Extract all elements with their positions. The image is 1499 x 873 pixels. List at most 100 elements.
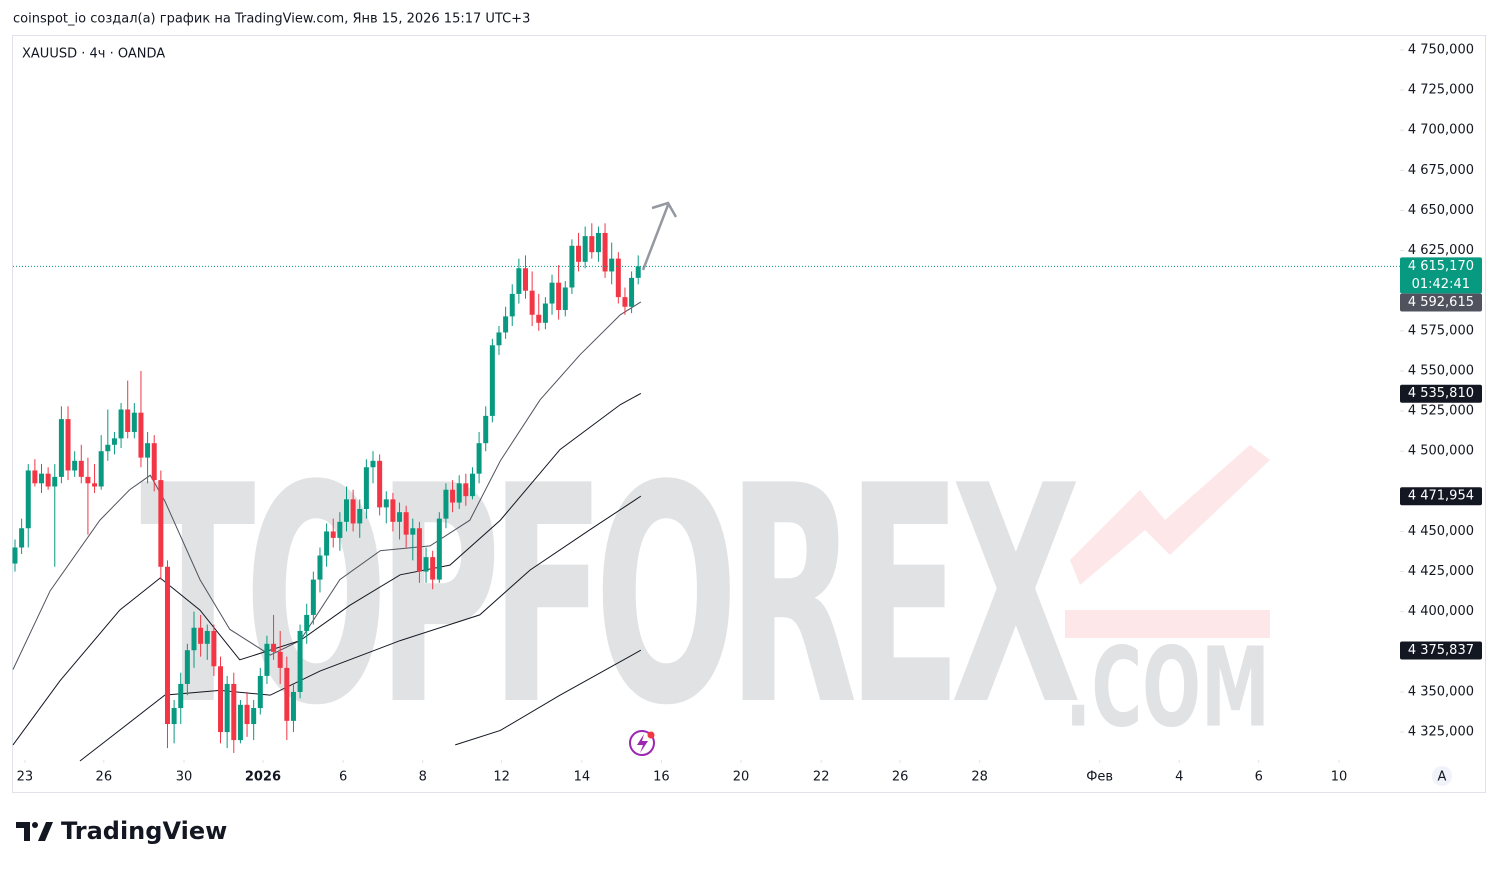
price-tag [1400,384,1482,403]
candle-body [576,245,582,262]
candle-body [105,444,111,452]
candle-body [509,293,515,317]
candle-body [615,258,621,298]
candle-body [483,415,489,444]
y-tick-label: 4 325,000 [1408,725,1474,740]
price-tag-label: 4 615,170 [1408,259,1474,274]
candle-body [523,268,529,291]
x-tick-label: 2026 [245,770,281,785]
candle-body [138,412,144,458]
x-tick-label: 4 [1175,770,1183,785]
price-tag [1400,293,1482,312]
candle-body [224,683,230,733]
watermark: TOPFOREX [140,422,1080,771]
candle-body [556,282,562,310]
candle-body [32,470,38,484]
logo-mark [16,822,53,841]
candle-body [536,314,542,323]
candle-body [324,531,330,556]
chart-frame [12,35,1486,793]
moving-average [12,392,642,746]
candle-body [390,499,396,522]
candle-body [257,675,263,708]
y-tick-label: 4 525,000 [1408,404,1474,419]
y-tick-label: 4 725,000 [1408,83,1474,98]
x-tick-label: 10 [1331,770,1348,785]
candle-body [370,460,376,468]
candle-body [237,704,243,741]
candle-body [629,277,635,307]
candle-body [284,667,290,721]
candle-body [430,557,436,580]
y-tick-label: 4 625,000 [1408,243,1474,258]
candle-body [476,443,482,474]
caption: coinspot_io создал(а) график на TradingV… [13,12,530,27]
candle-body [357,508,363,524]
candle-body [184,650,190,684]
candle-body [271,643,277,652]
x-tick-label: 26 [96,770,113,785]
candle-body [145,443,151,458]
candle-body [403,512,409,535]
auto-button[interactable] [1432,766,1452,786]
candle-body [65,419,71,471]
candle-body [383,499,389,508]
candle-body [218,666,224,733]
y-tick-label: 4 425,000 [1408,564,1474,579]
candle-body [377,460,383,508]
candle-body [25,470,31,529]
candle-body [363,467,369,509]
logo-text: TradingView [61,817,227,845]
x-tick-label: 20 [733,770,750,785]
candle-body [529,290,535,315]
x-tick-label: 6 [1255,770,1263,785]
x-tick-label: 22 [813,770,830,785]
candle-body [297,630,303,692]
candle-body [211,630,217,667]
watermark-suffix: .COM [1065,623,1270,751]
symbol: XAUUSD · 4ч · OANDA [22,47,165,62]
x-tick-label: 8 [419,770,427,785]
candle-body [264,643,270,676]
candle-body [178,683,184,708]
candle-body [635,266,641,278]
candle-body [204,630,210,644]
candle-body [45,473,51,487]
candle-body [277,651,283,668]
price-tag [1400,487,1482,506]
price-tag-label: 4 471,954 [1408,489,1474,504]
candle-body [317,555,323,580]
price-tag [1400,257,1482,294]
candle-body [72,460,78,471]
y-tick-label: 4 550,000 [1408,363,1474,378]
candle-body [589,236,595,253]
y-tick-label: 4 500,000 [1408,444,1474,459]
y-tick-label: 4 350,000 [1408,684,1474,699]
candle-body [350,499,356,524]
candle-body [622,297,628,307]
candle-body [595,232,601,253]
candle-body [58,419,64,477]
y-tick-label: 4 750,000 [1408,42,1474,57]
x-tick-label: 26 [892,770,909,785]
candle-body [330,531,336,538]
candle-body [251,707,257,725]
event-bolt [637,734,648,753]
candle-body [52,476,58,487]
candle-body [450,489,456,503]
candle-body [198,627,204,644]
moving-average [455,649,642,746]
auto-label[interactable]: A [1438,770,1447,785]
y-tick-label: 4 700,000 [1408,123,1474,138]
watermark-group: TOPFOREX.COM [140,422,1270,771]
candle-body [92,483,98,487]
event-icon[interactable] [629,730,655,756]
candle-body [463,483,469,497]
candle-body [118,409,124,439]
price-tag-label: 4 535,810 [1408,386,1474,401]
candle-body [496,332,502,346]
candle-body [310,579,316,615]
candle-body [231,683,237,741]
x-tick-label: 6 [339,770,347,785]
y-tick-label: 4 575,000 [1408,323,1474,338]
